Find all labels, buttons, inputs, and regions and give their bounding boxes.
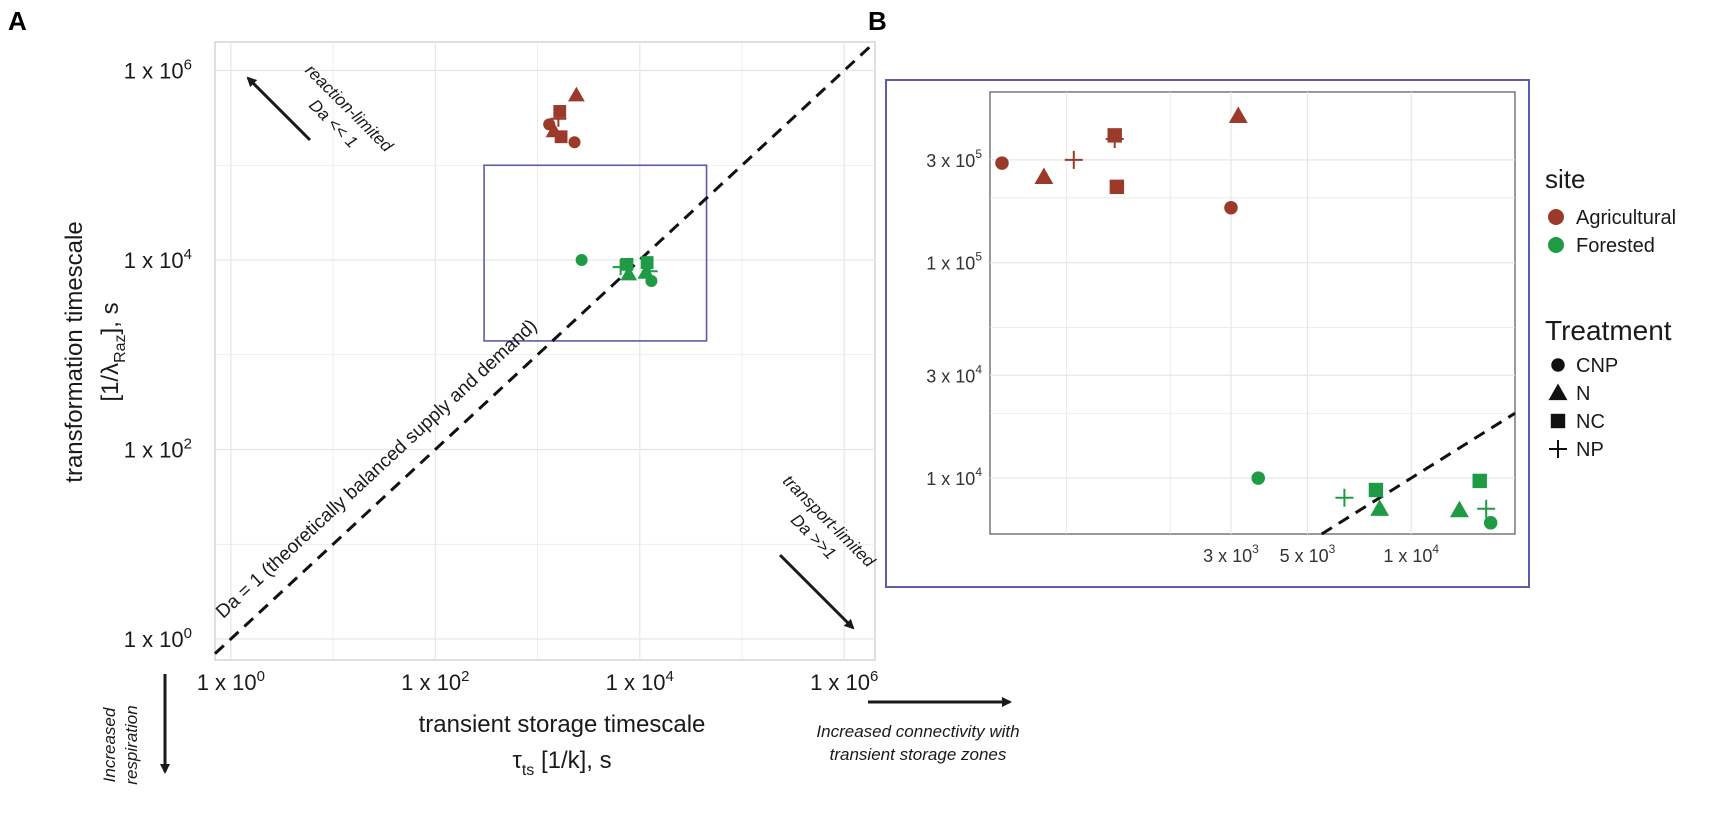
panel-b-point-agricultural-nc [1109,179,1125,195]
panel-b-points [995,106,1498,530]
legend-treatment-label-nc: NC [1576,411,1605,433]
panel-b-point-forested-n [1449,500,1469,518]
panel-a-point-forested-cnp [575,254,588,267]
legend-treatment-title: Treatment [1545,315,1672,346]
panel-a-y-title-symbol: [1/λRaz], s [97,302,129,401]
panel-a-x-tick-label: 1 x 100 [197,668,265,695]
panel-b-x-tick-label: 3 x 103 [1203,542,1259,566]
respiration-annotation: Increased respiration [100,705,141,784]
panel-b-x-tick-label: 1 x 104 [1383,542,1439,566]
panel-b-point-agricultural-n [1034,167,1054,185]
legend-treatment-label-n: N [1576,383,1590,405]
legend-site-label-agricultural: Agricultural [1576,207,1676,229]
reaction-limited-arrow [246,76,312,142]
panel-a-da1-line [213,40,877,655]
panel-a-y-ticks: 1 x 100 1 x 102 1 x 104 1 x 106 [124,57,192,652]
panel-a-gridlines [215,42,875,660]
legend-treatment-label-cnp: CNP [1576,355,1618,377]
panel-b-y-tick-label: 3 x 105 [926,147,982,171]
panel-b-point-agricultural-n [1228,106,1248,124]
panel-b-point-forested-cnp [1483,516,1498,530]
legend-treatment-items: CNP N NC NP [1548,355,1618,461]
panel-a-label: A [8,6,27,36]
panel-a-point-forested-np [612,259,629,276]
panel-b-point-forested-n [1370,499,1390,516]
panel-a-point-agricultural-nc [554,130,568,144]
panel-a-point-forested-nc [620,257,634,271]
legend-site-swatch-forested [1548,237,1564,253]
panel-b-x-tick-label: 5 x 103 [1280,542,1336,566]
panel-b-point-forested-cnp [1251,471,1266,485]
legend-treatment-label-np: NP [1576,439,1604,461]
legend-treatment-swatch-n [1548,383,1568,401]
svg-text:respiration: respiration [122,705,141,784]
transport-limited-arrow [778,553,855,630]
panel-b-label: B [868,6,887,36]
legend-treatment-swatch-cnp [1551,358,1565,372]
legend-treatment-swatch-np [1549,440,1567,458]
panel-a-y-tick-label: 1 x 100 [124,625,192,652]
svg-text:transformation timescale: transformation timescale [61,221,88,482]
panel-a-point-forested-np [641,263,658,280]
legend-site-swatch-agricultural [1548,209,1564,225]
panel-b-y-tick-label: 1 x 105 [926,250,982,274]
panel-a-point-agricultural-np [550,110,567,127]
panel-b-y-ticks: 1 x 104 3 x 104 1 x 105 3 x 105 [926,147,982,489]
legend-treatment-swatch-nc [1550,413,1566,429]
panel-a-point-forested-n [620,265,638,281]
panel-b-point-forested-nc [1368,482,1384,498]
panel-b-y-tick-label: 1 x 104 [926,465,982,489]
connectivity-label-2: transient storage zones [830,745,1007,764]
panel-b-point-forested-np [1477,499,1496,518]
panel-a-y-tick-label: 1 x 106 [124,57,192,84]
panel-a-point-agricultural-nc [553,105,567,118]
panel-a-x-tick-label: 1 x 102 [401,668,469,695]
legend-site-label-forested: Forested [1576,235,1655,257]
panel-b-gridlines [990,92,1515,534]
panel-a-y-title: transformation timescale [1/λRaz], s [61,221,129,482]
legend-site-items: Agricultural Forested [1548,207,1676,257]
panel-b-point-agricultural-np [1064,150,1083,169]
panel-a-point-forested-nc [640,256,654,269]
panel-a-y-tick-label: 1 x 104 [124,246,192,273]
panel-a-y-tick-label: 1 x 102 [124,435,192,462]
panel-b-y-tick-label: 3 x 104 [926,362,982,386]
panel-b-plot-area [989,91,1516,535]
panel-b-point-agricultural-cnp [995,156,1009,170]
legend-site-title: site [1545,164,1585,194]
panel-a-point-agricultural-cnp [568,136,581,149]
panel-a-x-tick-label: 1 x 106 [810,668,878,695]
panel-a-point-agricultural-n [568,86,585,102]
panel-a-x-ticks: 1 x 100 1 x 102 1 x 104 1 x 106 [197,668,879,695]
panel-a-x-tick-label: 1 x 104 [606,668,674,695]
panel-b-da1-line [1320,411,1516,536]
panel-a-inset-box [483,164,708,342]
panel-b-point-agricultural-np [1105,130,1124,149]
panel-b-point-agricultural-cnp [1224,200,1238,215]
panel-a-points [543,86,658,288]
panel-b-x-ticks: 3 x 103 5 x 103 1 x 104 [1203,542,1439,566]
panel-a-x-title-symbol: τts [1/k], s [512,747,611,779]
svg-text:Increased: Increased [100,707,119,782]
connectivity-label-1: Increased connectivity with [816,722,1019,741]
panel-a-x-title: transient storage timescale [419,711,706,738]
legend: site Agricultural Forested Treatment CNP N… [1545,164,1676,461]
panel-b-point-forested-nc [1472,473,1487,489]
panel-b-point-forested-np [1335,488,1354,507]
